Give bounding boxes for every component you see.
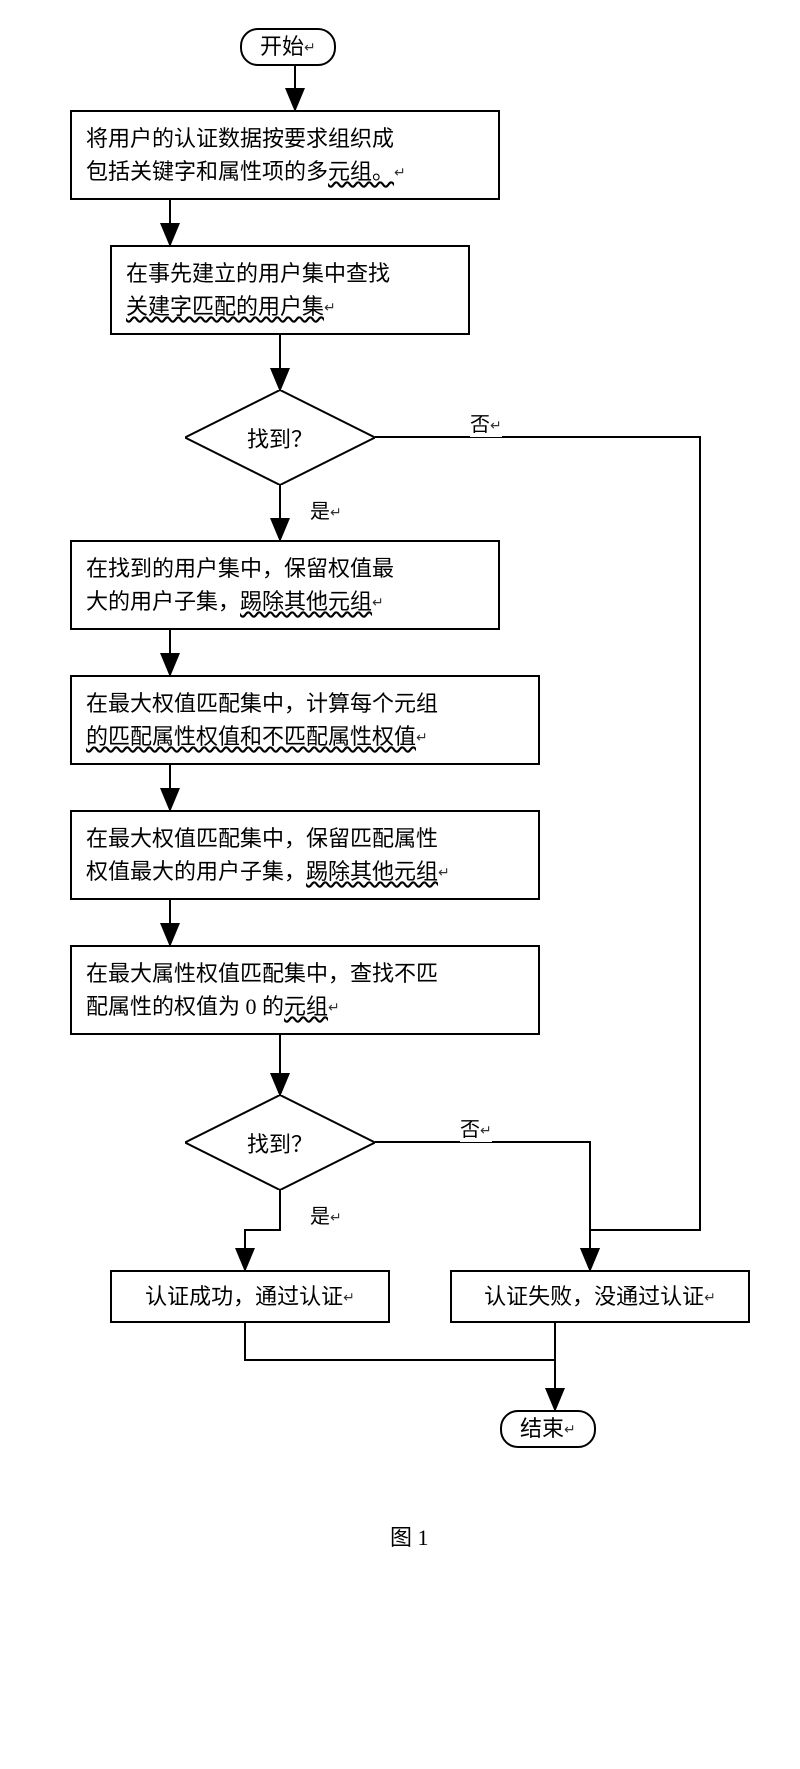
edge-d2-no: 否↵ bbox=[460, 1113, 492, 1142]
cr-mark: ↵ bbox=[324, 301, 336, 316]
p6-line2a: 配属性的权值为 0 的 bbox=[86, 994, 284, 1019]
node-success: 认证成功，通过认证↵ bbox=[110, 1270, 390, 1323]
node-p1: 将用户的认证数据按要求组织成 包括关键字和属性项的多元组。↵ bbox=[70, 110, 500, 200]
cr-mark: ↵ bbox=[564, 1423, 576, 1438]
node-start: 开始↵ bbox=[240, 28, 336, 66]
edge-d2-yes: 是↵ bbox=[310, 1200, 342, 1229]
node-d2: 找到？ bbox=[185, 1095, 375, 1190]
p3-line1: 在找到的用户集中，保留权值最 bbox=[86, 556, 394, 581]
node-p5: 在最大权值匹配集中，保留匹配属性 权值最大的用户子集，踢除其他元组↵ bbox=[70, 810, 540, 900]
edge-d2-fail bbox=[375, 1142, 590, 1270]
edge-d1-no: 否↵ bbox=[470, 408, 502, 437]
p6-line1: 在最大属性权值匹配集中，查找不匹 bbox=[86, 961, 438, 986]
p1-line2a: 包括关键字和属性项的多 bbox=[86, 159, 328, 184]
figure-caption: 图 1 bbox=[390, 1520, 429, 1552]
p5-line2b: 踢除其他元组 bbox=[306, 859, 438, 884]
cr-mark: ↵ bbox=[416, 731, 428, 746]
node-end: 结束↵ bbox=[500, 1410, 596, 1448]
p3-line2a: 大的用户子集， bbox=[86, 589, 240, 614]
edge-d1-yes: 是↵ bbox=[310, 495, 342, 524]
edge-success-join bbox=[245, 1318, 555, 1360]
d2-label: 找到？ bbox=[247, 1127, 313, 1159]
node-p2: 在事先建立的用户集中查找 关建字匹配的用户集↵ bbox=[110, 245, 470, 335]
p4-line2: 的匹配属性权值和不匹配属性权值 bbox=[86, 724, 416, 749]
p2-line2: 关建字匹配的用户集 bbox=[126, 294, 324, 319]
end-label: 结束 bbox=[520, 1416, 564, 1441]
d1-label: 找到？ bbox=[247, 422, 313, 454]
p4-line1: 在最大权值匹配集中，计算每个元组 bbox=[86, 691, 438, 716]
fail-label: 认证失败，没通过认证 bbox=[484, 1284, 704, 1309]
node-p3: 在找到的用户集中，保留权值最 大的用户子集，踢除其他元组↵ bbox=[70, 540, 500, 630]
cr-mark: ↵ bbox=[304, 41, 316, 56]
p1-line2b: 元组。 bbox=[328, 159, 394, 184]
p1-line1: 将用户的认证数据按要求组织成 bbox=[86, 126, 394, 151]
cr-mark: ↵ bbox=[328, 1001, 340, 1016]
node-fail: 认证失败，没通过认证↵ bbox=[450, 1270, 750, 1323]
cr-mark: ↵ bbox=[394, 166, 406, 181]
cr-mark: ↵ bbox=[343, 1291, 355, 1306]
p3-line2b: 踢除其他元组 bbox=[240, 589, 372, 614]
node-d1: 找到？ bbox=[185, 390, 375, 485]
edge-d2-success bbox=[245, 1190, 280, 1270]
cr-mark: ↵ bbox=[704, 1291, 716, 1306]
cr-mark: ↵ bbox=[372, 596, 384, 611]
p2-line1: 在事先建立的用户集中查找 bbox=[126, 261, 390, 286]
p5-line1: 在最大权值匹配集中，保留匹配属性 bbox=[86, 826, 438, 851]
cr-mark: ↵ bbox=[438, 866, 450, 881]
p5-line2a: 权值最大的用户子集， bbox=[86, 859, 306, 884]
p6-line2b: 元组 bbox=[284, 994, 328, 1019]
node-p6: 在最大属性权值匹配集中，查找不匹 配属性的权值为 0 的元组↵ bbox=[70, 945, 540, 1035]
start-label: 开始 bbox=[260, 34, 304, 59]
node-p4: 在最大权值匹配集中，计算每个元组 的匹配属性权值和不匹配属性权值↵ bbox=[70, 675, 540, 765]
flowchart-container: 开始↵ 将用户的认证数据按要求组织成 包括关键字和属性项的多元组。↵ 在事先建立… bbox=[20, 20, 780, 1740]
success-label: 认证成功，通过认证 bbox=[145, 1284, 343, 1309]
